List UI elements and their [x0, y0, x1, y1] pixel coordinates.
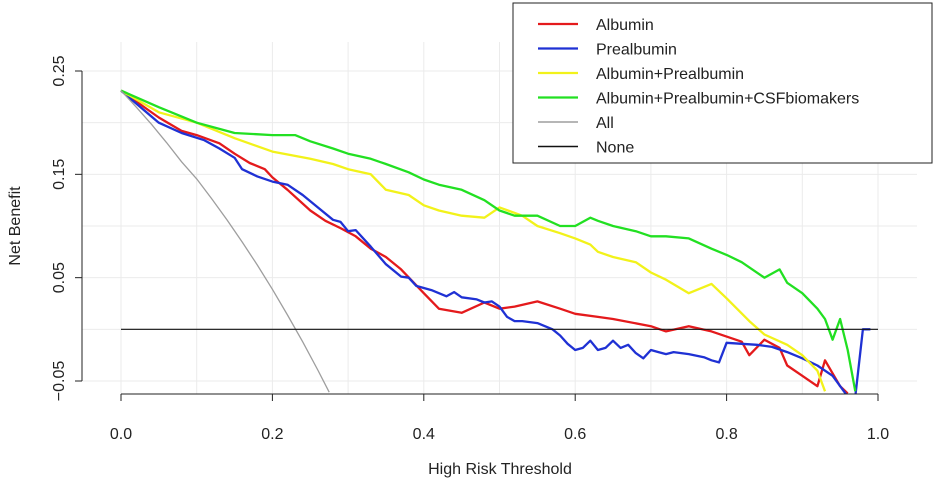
x-tick-label: 0.2 [261, 426, 283, 443]
series-line-prealbumin [120, 89, 871, 394]
x-axis-title: High Risk Threshold [428, 461, 572, 478]
x-tick-label: 0.4 [413, 426, 435, 443]
plot-area: 0.0 0.2 0.4 0.6 0.8 1.0 −0.05 0.05 0.15 0.25 Hig… [7, 42, 917, 478]
y-axis-title: Net Benefit [7, 186, 24, 266]
series-line-albumin-prealbumin-csfbiomakers [120, 89, 857, 392]
legend-label-albumin-prealbumin-csfbiomakers: Albumin+Prealbumin+CSFbiomakers [596, 91, 859, 108]
series-line-albumin-prealbumin [120, 89, 827, 392]
x-tick-label: 0.6 [564, 426, 586, 443]
legend-label-none: None [596, 140, 634, 157]
x-ticks: 0.0 0.2 0.4 0.6 0.8 1.0 [110, 394, 889, 443]
y-tick-label: 0.25 [51, 55, 68, 86]
legend-box [512, 2, 933, 164]
y-tick-label: 0.15 [51, 159, 68, 190]
y-tick-label: 0.05 [51, 262, 68, 293]
axes: 0.0 0.2 0.4 0.6 0.8 1.0 −0.05 0.05 0.15 0.25 [51, 55, 889, 443]
x-tick-label: 1.0 [867, 426, 889, 443]
x-tick-label: 0.8 [715, 426, 737, 443]
legend-items: Albumin Prealbumin Albumin+Prealbumin Album… [538, 17, 859, 157]
legend-label-all: All [596, 115, 614, 132]
series-line-albumin [120, 89, 849, 394]
y-tick-label: −0.05 [51, 361, 68, 402]
x-tick-label: 0.0 [110, 426, 132, 443]
y-ticks: −0.05 0.05 0.15 0.25 [51, 55, 82, 401]
series-line-all [120, 90, 330, 393]
legend-label-prealbumin: Prealbumin [596, 42, 677, 59]
legend-label-albumin-prealbumin: Albumin+Prealbumin [596, 66, 744, 83]
legend-label-albumin: Albumin [596, 17, 654, 34]
series-layer [120, 89, 878, 394]
legend: Albumin Prealbumin Albumin+Prealbumin Album… [512, 2, 933, 164]
